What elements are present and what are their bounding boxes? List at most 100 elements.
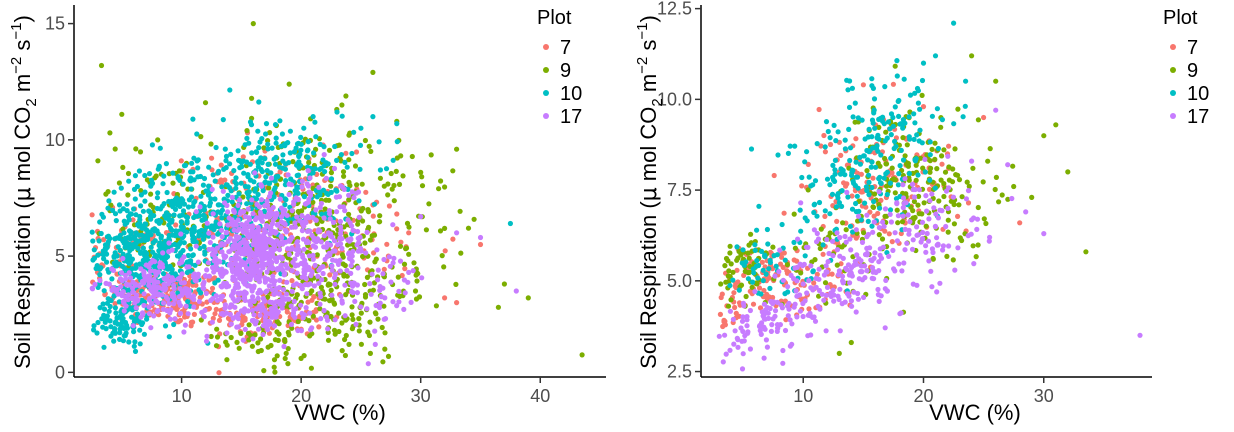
legend-label-17: 17 bbox=[560, 106, 582, 128]
legend-label-7: 7 bbox=[1187, 37, 1198, 59]
data-point bbox=[126, 178, 132, 184]
data-point bbox=[247, 302, 254, 308]
data-point bbox=[872, 191, 878, 197]
data-point bbox=[836, 200, 843, 206]
data-point bbox=[922, 156, 928, 162]
data-point bbox=[764, 226, 771, 233]
data-point bbox=[256, 279, 263, 285]
data-point bbox=[251, 229, 257, 235]
data-point bbox=[223, 158, 229, 164]
series-17 bbox=[89, 152, 519, 367]
data-point bbox=[350, 248, 356, 254]
data-point bbox=[227, 161, 233, 167]
data-point bbox=[999, 192, 1005, 198]
data-point bbox=[90, 257, 96, 263]
data-point bbox=[782, 327, 789, 334]
data-point bbox=[103, 191, 109, 197]
data-point bbox=[299, 178, 305, 184]
data-point bbox=[286, 251, 292, 257]
data-point bbox=[274, 353, 280, 359]
data-point bbox=[113, 288, 119, 294]
data-point bbox=[287, 128, 293, 134]
data-point bbox=[275, 266, 281, 272]
data-point bbox=[934, 289, 940, 295]
data-point bbox=[904, 161, 910, 167]
data-point bbox=[209, 246, 215, 252]
data-point bbox=[298, 302, 304, 308]
data-point bbox=[243, 214, 249, 220]
data-point bbox=[889, 239, 895, 245]
data-point bbox=[290, 282, 297, 288]
data-point bbox=[396, 299, 402, 305]
y-tick-label: 2.5 bbox=[667, 362, 692, 382]
series-10 bbox=[727, 20, 969, 297]
data-point bbox=[305, 139, 311, 145]
data-point bbox=[260, 188, 266, 194]
data-point bbox=[97, 272, 103, 278]
data-point bbox=[232, 257, 239, 263]
data-point bbox=[797, 308, 804, 314]
data-point bbox=[736, 300, 743, 306]
data-point bbox=[252, 252, 258, 258]
data-point bbox=[442, 184, 448, 190]
data-point bbox=[142, 189, 148, 195]
data-point bbox=[103, 326, 109, 332]
data-point bbox=[271, 291, 277, 297]
data-point bbox=[98, 230, 104, 237]
data-point bbox=[209, 155, 215, 161]
data-point bbox=[394, 155, 400, 161]
data-point bbox=[292, 263, 298, 269]
data-point bbox=[382, 316, 389, 322]
data-point bbox=[325, 337, 332, 343]
data-point bbox=[861, 230, 867, 236]
data-point bbox=[184, 218, 190, 225]
data-point bbox=[141, 331, 147, 337]
data-point bbox=[888, 155, 894, 161]
x-tick-label: 10 bbox=[793, 386, 813, 406]
data-point bbox=[406, 224, 412, 230]
data-point bbox=[959, 194, 965, 200]
data-point bbox=[344, 267, 350, 273]
data-point bbox=[339, 320, 345, 326]
data-point bbox=[194, 131, 200, 137]
data-point bbox=[292, 220, 298, 226]
data-point bbox=[125, 192, 131, 198]
data-point bbox=[236, 324, 242, 330]
data-point bbox=[257, 289, 263, 295]
data-point bbox=[882, 206, 889, 212]
data-point bbox=[231, 238, 237, 244]
data-point bbox=[362, 137, 368, 144]
data-point bbox=[181, 201, 187, 207]
data-point bbox=[119, 111, 125, 117]
data-point bbox=[280, 152, 286, 158]
data-point bbox=[780, 277, 786, 283]
data-point bbox=[849, 167, 856, 173]
data-point bbox=[236, 234, 242, 240]
data-point bbox=[357, 166, 363, 172]
data-point bbox=[208, 141, 214, 147]
data-point bbox=[513, 288, 519, 294]
data-point bbox=[853, 200, 859, 207]
data-point bbox=[832, 178, 838, 184]
data-point bbox=[346, 192, 352, 198]
data-point bbox=[337, 235, 343, 241]
data-point bbox=[329, 292, 335, 298]
data-point bbox=[771, 172, 777, 179]
data-point bbox=[223, 253, 229, 259]
data-point bbox=[1083, 249, 1089, 255]
data-point bbox=[798, 200, 804, 206]
data-point bbox=[410, 268, 416, 274]
data-point bbox=[254, 244, 260, 250]
data-point bbox=[186, 264, 192, 270]
data-point bbox=[906, 134, 912, 140]
data-point bbox=[127, 275, 134, 281]
data-point bbox=[934, 106, 941, 112]
data-point bbox=[370, 213, 376, 219]
data-point bbox=[379, 324, 385, 331]
data-point bbox=[401, 306, 407, 312]
data-point bbox=[208, 196, 214, 202]
data-point bbox=[835, 195, 841, 201]
data-point bbox=[256, 99, 262, 105]
data-point bbox=[821, 297, 827, 303]
data-point bbox=[312, 244, 319, 250]
